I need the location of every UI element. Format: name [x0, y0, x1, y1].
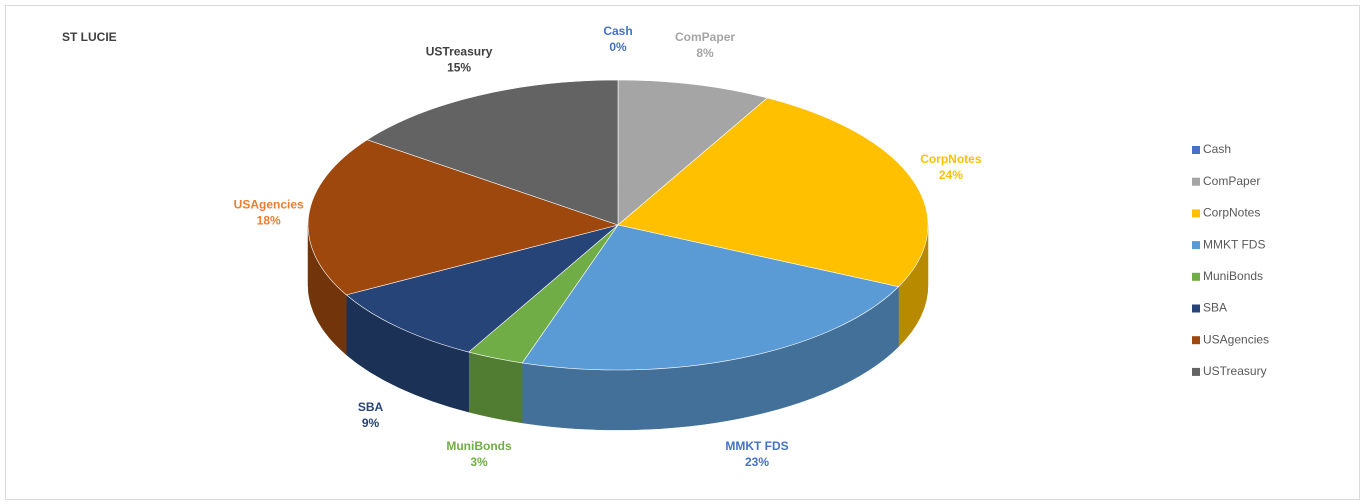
data-label: 3%	[470, 455, 488, 469]
data-label-name: MMKT FDS	[725, 439, 788, 453]
data-label-name: MuniBonds	[446, 439, 512, 453]
legend-swatch	[1192, 336, 1200, 345]
data-label: 8%	[696, 46, 714, 60]
slice	[521, 224, 900, 371]
legend-swatch	[1192, 209, 1200, 218]
legend-label: USAgencies	[1203, 332, 1269, 346]
data-label-name: CorpNotes	[920, 152, 982, 166]
legend-swatch	[1192, 304, 1200, 313]
data-label-name: ComPaper	[675, 30, 735, 44]
data-label-name: USTreasury	[426, 44, 493, 58]
legend-swatch	[1192, 177, 1200, 186]
legend-label: USTreasury	[1203, 364, 1267, 378]
legend-label: SBA	[1203, 301, 1227, 315]
legend-swatch	[1192, 272, 1200, 281]
slice	[617, 79, 768, 226]
slice-side	[468, 351, 523, 424]
legend-label: MMKT FDS	[1203, 237, 1265, 251]
slice	[307, 139, 620, 296]
chart-title: ST LUCIE	[62, 30, 117, 44]
slice	[366, 79, 619, 226]
slice	[345, 224, 619, 353]
data-label-name: USAgencies	[234, 198, 304, 212]
data-label: 23%	[745, 455, 769, 469]
data-label: 15%	[447, 60, 471, 74]
data-label: 0%	[609, 40, 627, 54]
legend-swatch	[1192, 146, 1200, 154]
data-label: 24%	[939, 168, 963, 182]
legend-label: CorpNotes	[1203, 206, 1260, 220]
data-label-name: SBA	[358, 400, 384, 414]
slice	[617, 97, 929, 288]
data-label: 9%	[362, 416, 380, 430]
legend-label: ComPaper	[1203, 174, 1260, 188]
legend-swatch	[1192, 241, 1200, 250]
legend-swatch	[1192, 367, 1200, 376]
legend-label: Cash	[1203, 142, 1231, 156]
legend-label: MuniBonds	[1203, 269, 1263, 283]
data-label: 18%	[257, 214, 281, 228]
data-label-name: Cash	[603, 24, 632, 38]
